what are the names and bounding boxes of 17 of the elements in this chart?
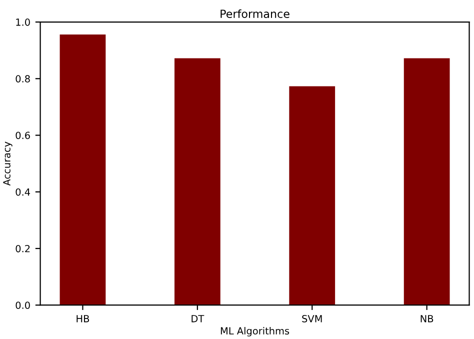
y-tick-label: 1.0 xyxy=(16,18,30,26)
y-tick-label: 0.6 xyxy=(16,132,30,140)
y-tick-label: 0.4 xyxy=(16,188,30,196)
x-tick-label: NB xyxy=(420,315,434,322)
bar xyxy=(174,58,220,306)
y-tick-label: 0.2 xyxy=(16,244,30,252)
y-axis-title: Accuracy xyxy=(3,142,12,186)
y-tick-label: 0.8 xyxy=(16,75,30,82)
bar xyxy=(289,86,336,306)
x-axis-title: ML Algorithms xyxy=(220,327,290,336)
x-tick-label: HB xyxy=(76,315,90,322)
y-tick-label: 0.0 xyxy=(16,302,30,309)
x-tick-label: SVM xyxy=(302,314,322,322)
x-tick-label: DT xyxy=(192,315,204,322)
chart-title: Performance xyxy=(220,9,290,18)
bar xyxy=(404,58,450,306)
bar xyxy=(60,34,106,306)
